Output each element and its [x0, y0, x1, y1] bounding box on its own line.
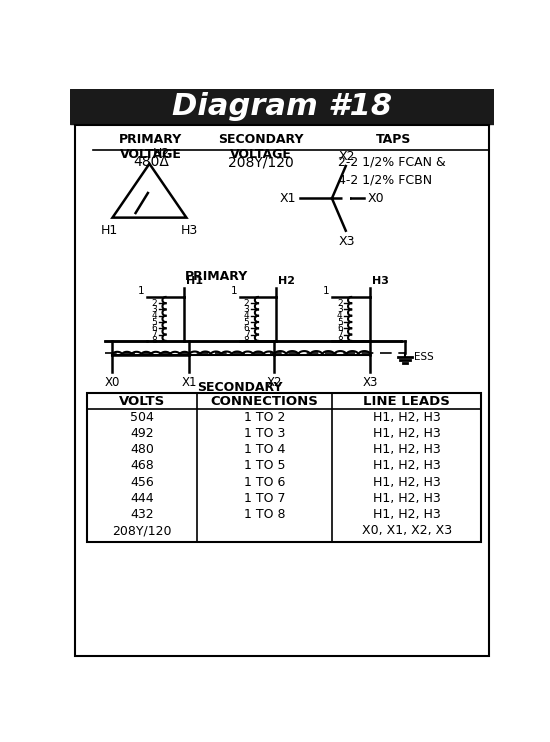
- Text: CONNECTIONS: CONNECTIONS: [211, 395, 318, 408]
- Text: 1 TO 4: 1 TO 4: [244, 443, 285, 456]
- Bar: [70, 89, 494, 124]
- Text: PRIMARY
VOLTAGE: PRIMARY VOLTAGE: [119, 133, 183, 161]
- Text: H1, H2, H3: H1, H2, H3: [373, 476, 441, 489]
- Text: 4: 4: [151, 311, 157, 321]
- Text: 6: 6: [337, 324, 343, 333]
- Text: 5: 5: [151, 318, 157, 326]
- Text: X2: X2: [266, 376, 282, 390]
- Text: 8: 8: [244, 336, 250, 345]
- Text: VOLTS: VOLTS: [119, 395, 165, 408]
- Text: 7: 7: [244, 330, 250, 339]
- Text: 1 TO 2: 1 TO 2: [244, 411, 285, 424]
- Text: 3: 3: [244, 305, 250, 314]
- Text: 444: 444: [130, 492, 154, 505]
- Text: 1 TO 5: 1 TO 5: [244, 459, 285, 473]
- Text: X0: X0: [367, 192, 384, 205]
- Text: X0: X0: [105, 376, 120, 390]
- Text: H2: H2: [152, 147, 170, 160]
- Text: 3: 3: [151, 305, 157, 314]
- Text: X3: X3: [339, 235, 356, 249]
- Text: H1, H2, H3: H1, H2, H3: [373, 492, 441, 505]
- Text: 8: 8: [337, 336, 343, 345]
- Text: 480Δ: 480Δ: [133, 155, 169, 169]
- Text: H1, H2, H3: H1, H2, H3: [373, 508, 441, 521]
- Text: H1, H2, H3: H1, H2, H3: [373, 411, 441, 424]
- Text: 208Y/120: 208Y/120: [228, 155, 294, 169]
- Text: 1: 1: [138, 286, 145, 296]
- Text: 1 TO 6: 1 TO 6: [244, 476, 285, 489]
- Text: 432: 432: [130, 508, 154, 521]
- Text: 6: 6: [244, 324, 250, 333]
- Text: 8: 8: [151, 336, 157, 345]
- Text: 2: 2: [337, 299, 343, 308]
- Text: 1: 1: [230, 286, 237, 296]
- Bar: [87, 393, 481, 542]
- Text: H3: H3: [181, 224, 198, 237]
- Text: 5: 5: [337, 318, 343, 326]
- Text: X0, X1, X2, X3: X0, X1, X2, X3: [361, 524, 452, 537]
- Text: 2: 2: [244, 299, 250, 308]
- Text: X3: X3: [363, 376, 378, 390]
- Text: X1: X1: [280, 192, 296, 205]
- Text: 5: 5: [244, 318, 250, 326]
- Text: SECONDARY: SECONDARY: [197, 381, 282, 394]
- Text: 492: 492: [130, 427, 154, 440]
- Text: SECONDARY
VOLTAGE: SECONDARY VOLTAGE: [218, 133, 304, 161]
- Text: 1: 1: [323, 286, 329, 296]
- Text: 2-2 1/2% FCAN &
4-2 1/2% FCBN: 2-2 1/2% FCAN & 4-2 1/2% FCBN: [338, 155, 446, 186]
- Text: 3: 3: [337, 305, 343, 314]
- Text: 2: 2: [151, 299, 157, 308]
- Text: X2: X2: [339, 150, 356, 163]
- Text: H2: H2: [278, 276, 295, 286]
- Text: 1 TO 3: 1 TO 3: [244, 427, 285, 440]
- Text: 468: 468: [130, 459, 154, 473]
- Text: H1, H2, H3: H1, H2, H3: [373, 443, 441, 456]
- Text: H1: H1: [101, 224, 118, 237]
- Text: 6: 6: [151, 324, 157, 333]
- Text: Diagram #18: Diagram #18: [172, 92, 392, 121]
- Text: ESS: ESS: [414, 352, 434, 362]
- Text: 456: 456: [130, 476, 154, 489]
- Text: 4: 4: [337, 311, 343, 321]
- Text: 504: 504: [130, 411, 154, 424]
- Text: LINE LEADS: LINE LEADS: [363, 395, 450, 408]
- Text: 7: 7: [337, 330, 343, 339]
- Text: 7: 7: [151, 330, 157, 339]
- Text: H3: H3: [372, 276, 389, 286]
- Text: 480: 480: [130, 443, 154, 456]
- Text: 208Y/120: 208Y/120: [112, 524, 172, 537]
- Text: PRIMARY: PRIMARY: [185, 270, 248, 283]
- Text: H1, H2, H3: H1, H2, H3: [373, 459, 441, 473]
- Text: X1: X1: [182, 376, 197, 390]
- Text: H1, H2, H3: H1, H2, H3: [373, 427, 441, 440]
- Text: 1 TO 8: 1 TO 8: [244, 508, 285, 521]
- Text: 4: 4: [244, 311, 250, 321]
- Text: H1: H1: [186, 276, 202, 286]
- Text: 1 TO 7: 1 TO 7: [244, 492, 285, 505]
- Text: TAPS: TAPS: [376, 133, 411, 146]
